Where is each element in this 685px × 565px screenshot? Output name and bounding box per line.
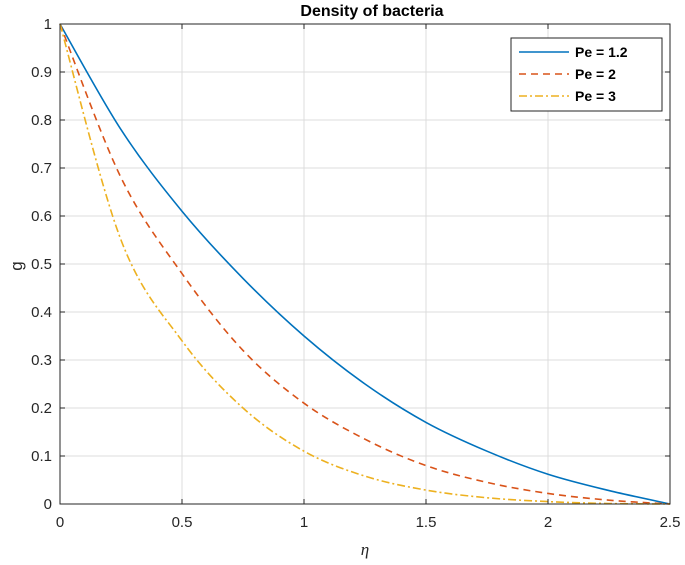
series-line-2 (59, 23, 671, 505)
x-tick-label: 0 (56, 514, 64, 531)
series-line-3 (59, 23, 671, 505)
y-axis-label: g (7, 261, 26, 270)
y-tick-label: 0.3 (31, 352, 52, 369)
legend-label-3: Pe = 3 (575, 88, 616, 104)
y-tick-label: 0.1 (31, 448, 52, 465)
y-tick-label: 0.6 (31, 208, 52, 225)
legend: Pe = 1.2 Pe = 2 Pe = 3 (510, 37, 663, 112)
x-tick-label: 1.5 (416, 514, 437, 531)
y-tick-label: 0.9 (31, 64, 52, 81)
y-tick-label: 0.5 (31, 256, 52, 273)
x-tick-label: 1 (300, 514, 308, 531)
series-group (59, 23, 671, 505)
y-tick-label: 0.8 (31, 112, 52, 129)
y-tick-label: 0.2 (31, 400, 52, 417)
x-axis-label: η (361, 540, 369, 559)
y-tick-label: 0 (44, 496, 52, 513)
series-line-1 (59, 23, 671, 505)
tick-labels: 0 0.5 1 1.5 2 2.5 0 0.1 0.2 0.3 0.4 0.5 0.6 0.7 0.8 0.9… (31, 16, 680, 531)
legend-label-2: Pe = 2 (575, 66, 616, 82)
chart-title: Density of bacteria (300, 3, 443, 20)
x-tick-label: 2.5 (660, 514, 681, 531)
y-tick-label: 0.4 (31, 304, 52, 321)
y-tick-label: 0.7 (31, 160, 52, 177)
x-tick-label: 0.5 (172, 514, 193, 531)
y-tick-label: 1 (44, 16, 52, 33)
x-tick-label: 2 (544, 514, 552, 531)
legend-label-1: Pe = 1.2 (575, 44, 628, 60)
